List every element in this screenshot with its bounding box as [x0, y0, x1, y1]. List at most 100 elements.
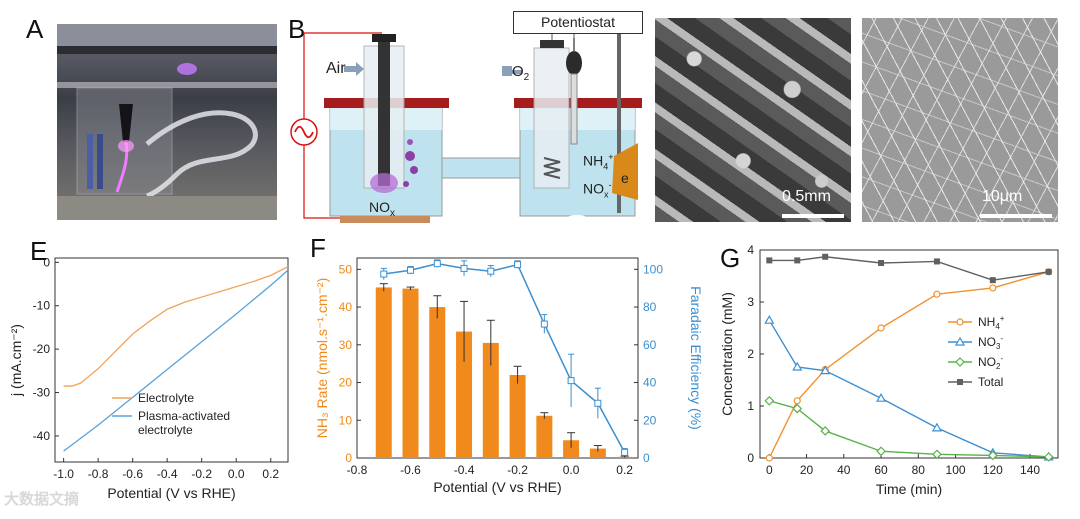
chart-e-series-line-1	[63, 269, 289, 452]
chart-g-ytick-label: 0	[747, 451, 754, 465]
chart-f-bar	[402, 288, 419, 458]
chart-f-bar	[482, 342, 499, 458]
scalebar-c: 0.5mm	[782, 188, 844, 218]
chart-g-legend-label: NO2-	[978, 354, 1003, 371]
chart-f-ytick-left-label: 30	[339, 338, 353, 352]
chart-g-point	[1045, 268, 1052, 275]
chart-f-bar	[456, 331, 473, 458]
plasma-photo	[57, 24, 277, 220]
chart-f-fe-line	[383, 262, 626, 453]
chart-f-ylabel-left: NH₃ Rate (nmol.s⁻¹.cm⁻²)	[314, 278, 330, 439]
chart-f-ytick-right-label: 0	[643, 451, 650, 465]
electron-label: e	[621, 170, 629, 186]
chart-g-point	[931, 422, 942, 432]
potentiostat-box: Potentiostat	[513, 11, 643, 34]
chart-f-ytick-right-label: 60	[643, 338, 657, 352]
nox-left-sub: x	[390, 207, 395, 219]
chart-e-ytick-label: -10	[33, 299, 51, 313]
chart-g-point	[822, 253, 829, 260]
o2-sub: 2	[523, 72, 530, 83]
chart-g-legend-label: NO3-	[978, 334, 1003, 351]
chart-e-series-line-0	[63, 266, 289, 387]
chart-g-frame	[759, 249, 1059, 459]
chart-g-point	[989, 284, 997, 292]
chart-g-xtick-label: 100	[946, 463, 966, 477]
chart-g-ytick-label: 3	[747, 295, 754, 309]
chart-e-xtick-label: -1.0	[53, 467, 74, 481]
chart-e-xtick-label: -0.4	[157, 467, 178, 481]
chart-g-point	[820, 426, 831, 436]
chart-g-xtick-label: 80	[912, 463, 926, 477]
panel-label-b: B	[288, 14, 306, 44]
chart-g-legend-label: Total	[978, 375, 1003, 389]
chart-f-bar	[536, 415, 553, 458]
chart-g-legend-marker	[955, 357, 965, 367]
chart-g-series-line-2	[769, 400, 1049, 458]
chart-e-legend-label: Electrolyte	[138, 391, 194, 405]
chart-g-point	[794, 257, 801, 264]
chart-g-point	[878, 260, 885, 266]
chart-g-legend-sup: -	[1000, 354, 1003, 363]
scalebar-d-text: 10μm	[982, 188, 1023, 205]
chart-g-ytick-label: 1	[747, 399, 754, 413]
chart-g-legend-label: NH4+	[978, 314, 1005, 331]
scalebar-d-line	[980, 214, 1052, 218]
nox-right-sub: x	[604, 189, 609, 200]
chart-f-fe-point	[460, 264, 468, 272]
chart-g-point	[764, 314, 775, 324]
air-label: Air	[326, 60, 346, 77]
chart-g-legend-sub: 4	[995, 322, 1000, 331]
chart-g-point	[1043, 452, 1054, 462]
chart-e-ylabel: j (mA.cm⁻²)	[8, 324, 24, 397]
chart-f: -0.8 -0.6 -0.4 -0.2 0.0 0.2 0 10 20 30 40 50 0 20 40 60…	[314, 257, 704, 495]
chart-f-bar	[375, 287, 392, 458]
chart-g-point	[877, 324, 885, 332]
chart-e-legend-label-2: electrolyte	[138, 423, 193, 437]
chart-e-ytick-label: 0	[43, 255, 50, 269]
panel-label-e: E	[30, 236, 48, 266]
scalebar-c-line	[782, 214, 844, 218]
chart-g-legend-sub: 3	[996, 342, 1001, 351]
chart-f-ytick-left-label: 0	[345, 451, 352, 465]
chart-e-ytick-label: -40	[33, 429, 51, 443]
chart-g-series-line-1	[768, 319, 1049, 458]
chart-g-ylabel: Concentration (mM)	[719, 292, 735, 416]
chart-g-legend-main: NH	[978, 315, 995, 329]
chart-f-fe-point	[621, 448, 629, 456]
chart-g-legend-sub: 2	[996, 362, 1001, 371]
chart-g-point	[876, 392, 887, 402]
nox-left-text: NO	[369, 199, 390, 215]
chart-g-point	[876, 446, 886, 457]
chart-g-point	[933, 290, 941, 298]
watermark-text: 大数据文摘	[4, 491, 80, 508]
chart-f-fe-point	[594, 399, 602, 407]
o2-arrow-icon	[502, 66, 522, 76]
chart-g-point	[792, 403, 803, 414]
nh4-sub: 4	[603, 161, 609, 172]
chart-e-xtick-label: -0.2	[191, 467, 212, 481]
chart-f-xtick-label: 0.2	[616, 463, 633, 477]
chart-g-xtick-label: 60	[874, 463, 888, 477]
chart-e-xlabel: Potential (V vs RHE)	[107, 485, 235, 501]
sem-image-nanowires: 10μm	[862, 18, 1058, 222]
chart-g-legend-marker	[954, 336, 966, 346]
chart-f-ytick-right-label: 20	[643, 413, 657, 427]
chart-g-point	[820, 365, 831, 375]
chart-f-ytick-left-label: 50	[339, 262, 353, 276]
chart-g-point	[793, 397, 801, 405]
chart-f-ylabel-right: Faradaic Efficiency (%)	[688, 286, 704, 430]
sem-image-foam: 0.5mm	[655, 18, 851, 222]
chart-g-xtick-label: 20	[800, 463, 814, 477]
chart-g-legend-sup: +	[1000, 314, 1005, 323]
chart-e-frame	[54, 257, 289, 463]
right-cell-lid	[514, 98, 642, 108]
chart-g-xtick-label: 40	[837, 463, 851, 477]
panel-label-f: F	[310, 233, 326, 263]
chart-g-legend-sup: -	[1000, 334, 1003, 343]
chart-f-ytick-right-label: 100	[643, 262, 663, 276]
nox-left-label: NOx	[369, 199, 395, 219]
chart-f-xlabel: Potential (V vs RHE)	[433, 479, 561, 495]
chart-f-fe-point	[433, 260, 441, 268]
chart-e-xtick-label: 0.0	[228, 467, 245, 481]
reactor-schematic	[290, 23, 642, 223]
